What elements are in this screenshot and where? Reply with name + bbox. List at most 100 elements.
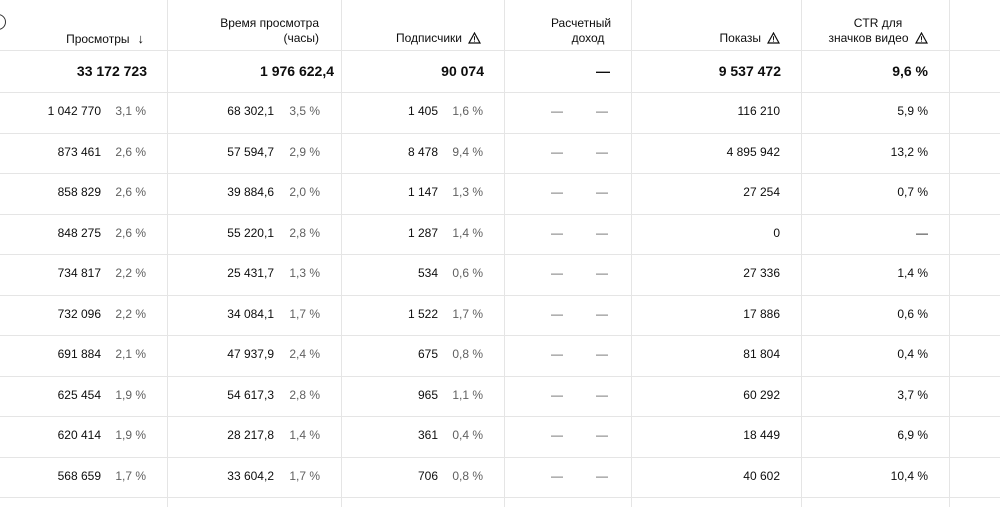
- cell-views: 732 096: [57, 307, 101, 321]
- cell-rev-pct: —: [596, 469, 608, 483]
- cell-subs-pct: 1,6 %: [452, 104, 483, 118]
- cell-rev-pct: —: [596, 307, 608, 321]
- cell-watch-pct: 2,8 %: [289, 226, 320, 240]
- cell-rev-pct: —: [596, 104, 608, 118]
- cell-impr: 60 292: [743, 388, 780, 402]
- cell-ctr: 0,7 %: [897, 185, 928, 199]
- header-watch-time[interactable]: Время просмотра (часы): [220, 16, 319, 46]
- header-revenue-line1: Расчетный: [550, 16, 612, 30]
- column-divider: [949, 0, 950, 507]
- cell-subs-pct: 0,6 %: [452, 266, 483, 280]
- cell-rev: —: [551, 428, 563, 442]
- cell-views: 691 884: [57, 347, 101, 361]
- cell-subs: 1 522: [407, 307, 438, 321]
- total-impressions: 9 537 472: [718, 63, 781, 79]
- cell-impr: 27 336: [743, 266, 780, 280]
- cell-watch: 33 604,2: [227, 469, 274, 483]
- cell-impr: 27 254: [743, 185, 780, 199]
- cell-watch: 54 617,3: [227, 388, 274, 402]
- column-divider: [801, 0, 802, 507]
- cell-subs: 361: [417, 428, 438, 442]
- cell-ctr: 1,4 %: [897, 266, 928, 280]
- cell-views: 848 275: [57, 226, 101, 240]
- cell-ctr: 5,9 %: [897, 104, 928, 118]
- header-views[interactable]: Просмотры ↓: [66, 31, 144, 47]
- cell-watch-pct: 1,7 %: [289, 469, 320, 483]
- total-watch-time: 1 976 622,4: [260, 63, 334, 79]
- cell-impr: 17 886: [743, 307, 780, 321]
- cell-views-pct: 1,9 %: [115, 428, 146, 442]
- cell-subs: 706: [417, 469, 438, 483]
- column-divider: [504, 0, 505, 507]
- cell-watch: 34 084,1: [227, 307, 274, 321]
- cell-rev-pct: —: [596, 185, 608, 199]
- cell-ctr: —: [916, 226, 928, 240]
- total-ctr: 9,6 %: [892, 63, 928, 79]
- row-select-icon[interactable]: [0, 14, 6, 30]
- cell-subs-pct: 1,7 %: [452, 307, 483, 321]
- cell-rev: —: [551, 226, 563, 240]
- header-watch-time-line2: (часы): [283, 31, 319, 45]
- total-views: 33 172 723: [76, 63, 147, 79]
- column-divider: [167, 0, 168, 507]
- cell-impr: 81 804: [743, 347, 780, 361]
- cell-ctr: 10,4 %: [890, 469, 928, 483]
- header-views-label: Просмотры: [66, 32, 130, 46]
- cell-rev-pct: —: [596, 266, 608, 280]
- total-revenue: —: [596, 63, 610, 79]
- cell-views-pct: 3,1 %: [115, 104, 146, 118]
- warning-icon[interactable]: [766, 31, 781, 48]
- cell-subs-pct: 0,8 %: [452, 469, 483, 483]
- cell-watch: 55 220,1: [227, 226, 274, 240]
- cell-views: 625 454: [57, 388, 101, 402]
- column-divider: [631, 0, 632, 507]
- cell-watch-pct: 3,5 %: [289, 104, 320, 118]
- column-divider: [341, 0, 342, 507]
- cell-watch-pct: 2,4 %: [289, 347, 320, 361]
- cell-ctr: 13,2 %: [890, 145, 928, 159]
- cell-rev-pct: —: [596, 428, 608, 442]
- header-ctr[interactable]: CTR для значков видео: [818, 16, 938, 48]
- cell-views: 568 659: [57, 469, 101, 483]
- cell-rev-pct: —: [596, 347, 608, 361]
- cell-views-pct: 2,2 %: [115, 266, 146, 280]
- cell-rev-pct: —: [596, 226, 608, 240]
- total-subscribers: 90 074: [441, 63, 484, 79]
- cell-watch: 68 302,1: [227, 104, 274, 118]
- cell-ctr: 0,4 %: [897, 347, 928, 361]
- cell-impr: 4 895 942: [726, 145, 780, 159]
- cell-subs: 1 147: [407, 185, 438, 199]
- warning-icon[interactable]: [467, 31, 482, 48]
- cell-watch-pct: 2,9 %: [289, 145, 320, 159]
- cell-subs: 1 287: [407, 226, 438, 240]
- header-subscribers[interactable]: Подписчики: [396, 31, 482, 48]
- cell-watch: 25 431,7: [227, 266, 274, 280]
- cell-watch-pct: 2,0 %: [289, 185, 320, 199]
- cell-subs: 8 478: [407, 145, 438, 159]
- cell-rev: —: [551, 145, 563, 159]
- cell-watch: 57 594,7: [227, 145, 274, 159]
- cell-watch-pct: 1,3 %: [289, 266, 320, 280]
- cell-views-pct: 2,1 %: [115, 347, 146, 361]
- cell-subs-pct: 1,1 %: [452, 388, 483, 402]
- cell-watch-pct: 1,4 %: [289, 428, 320, 442]
- cell-views: 1 042 770: [47, 104, 101, 118]
- cell-ctr: 3,7 %: [897, 388, 928, 402]
- header-ctr-line2-text: значков видео: [828, 31, 909, 45]
- cell-views-pct: 2,6 %: [115, 226, 146, 240]
- cell-views: 734 817: [57, 266, 101, 280]
- arrow-down-icon: ↓: [137, 31, 145, 46]
- header-impressions[interactable]: Показы: [720, 31, 781, 48]
- cell-views-pct: 1,9 %: [115, 388, 146, 402]
- cell-rev: —: [551, 307, 563, 321]
- cell-subs-pct: 0,4 %: [452, 428, 483, 442]
- warning-icon[interactable]: [914, 31, 928, 48]
- cell-views: 858 829: [57, 185, 101, 199]
- cell-rev: —: [551, 469, 563, 483]
- cell-impr: 18 449: [743, 428, 780, 442]
- header-ctr-line1: CTR для: [853, 16, 903, 30]
- cell-views-pct: 1,7 %: [115, 469, 146, 483]
- cell-rev: —: [551, 104, 563, 118]
- header-revenue[interactable]: Расчетный доход: [541, 16, 621, 46]
